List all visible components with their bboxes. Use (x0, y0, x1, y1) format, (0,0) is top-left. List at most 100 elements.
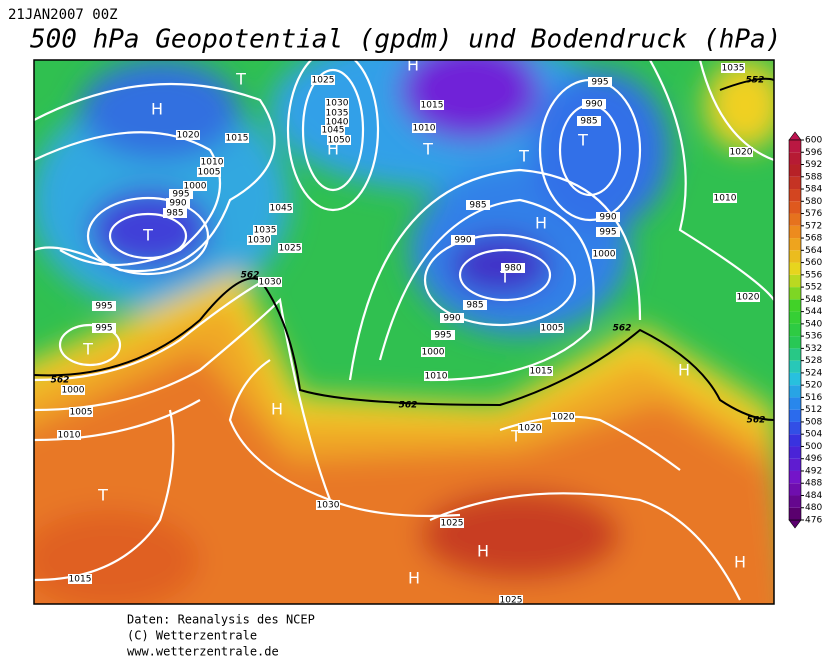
colorbar-label: 600 (805, 136, 822, 146)
colorbar-swatch (789, 189, 801, 202)
colorbar-label: 568 (805, 234, 822, 244)
colorbar-frame (788, 139, 802, 521)
colorbar-label: 484 (805, 491, 822, 501)
colorbar-swatch (789, 164, 801, 177)
pressure-center: H (151, 100, 163, 119)
colorbar-swatch (789, 213, 801, 226)
label-box (278, 243, 302, 253)
pressure-center: H (678, 361, 690, 380)
isobar-label: 1005 (198, 168, 221, 178)
pressure-center: H (327, 140, 339, 159)
pressure-center: H (734, 553, 746, 572)
colorbar-swatch (789, 299, 801, 312)
label-box (253, 225, 277, 235)
colorbar-label: 572 (805, 221, 822, 231)
isobar-label: 1040 (326, 118, 349, 128)
isobar-label: 1005 (70, 408, 93, 418)
pressure-center: T (510, 427, 521, 446)
isobar-label: 995 (599, 228, 616, 238)
isobar-label: 990 (443, 314, 460, 324)
label-box (68, 574, 92, 584)
label-box (325, 108, 349, 118)
colorbar-label: 500 (805, 442, 822, 452)
label-box (713, 193, 737, 203)
label-box (592, 249, 616, 259)
label-box (540, 323, 564, 333)
colorbar-label: 492 (805, 466, 822, 476)
colorbar-label: 496 (805, 454, 822, 464)
label-box (412, 123, 436, 133)
label-box (596, 212, 620, 222)
label-box (420, 100, 444, 110)
colorbar-label: 556 (805, 270, 822, 280)
colorbar-label: 592 (805, 160, 822, 170)
pressure-center: H (407, 56, 419, 75)
label-box (92, 323, 116, 333)
label-box (421, 347, 445, 357)
isobar-label: 1045 (322, 126, 345, 136)
isobar-label: 1035 (254, 226, 277, 236)
title: 500 hPa Geopotential (gpdm) und Bodendru… (30, 25, 781, 55)
pressure-center: T (235, 70, 246, 89)
label-box (316, 500, 340, 510)
colorbar-swatch (789, 421, 801, 435)
colorbar-label: 476 (805, 516, 822, 526)
label-box (258, 277, 282, 287)
contour-label: 562 (747, 416, 766, 426)
isobar-label: 1035 (326, 109, 349, 119)
isobar-label: 1000 (184, 182, 207, 192)
label-box (551, 412, 575, 422)
colorbar-cap (788, 131, 802, 141)
colorbar-swatch (789, 434, 801, 447)
colorbar-label: 596 (805, 148, 822, 158)
isobar-label: 1015 (226, 134, 249, 144)
label-box (518, 423, 542, 433)
colorbar-swatch (789, 372, 801, 386)
footer-line: (C) Wetterzentrale (127, 629, 257, 643)
colorbar-label: 560 (805, 258, 822, 268)
label-box (69, 407, 93, 417)
isobar-label: 1035 (722, 64, 745, 74)
isobar-label: 1015 (421, 101, 444, 111)
label-box (176, 130, 200, 140)
isobar-label: 1045 (270, 204, 293, 214)
colorbar-swatch (789, 397, 801, 410)
isobar-label: 995 (95, 302, 112, 312)
isobar-label: 1010 (58, 431, 81, 441)
contour-label: 562 (51, 376, 70, 386)
pressure-center: T (499, 268, 510, 287)
colorbar-swatch (789, 483, 801, 496)
colorbar-swatch (789, 385, 801, 398)
colorbar-label: 584 (805, 185, 822, 195)
label-box (424, 371, 448, 381)
colorbar-label: 548 (805, 295, 822, 305)
colorbar-swatch (789, 140, 801, 153)
colorbar-swatch (789, 409, 801, 422)
contour-label: 552 (746, 76, 765, 86)
date: 21JAN2007 00Z (8, 7, 118, 23)
colorbar-swatch (789, 348, 801, 361)
colorbar-swatch (789, 250, 801, 263)
label-box (225, 133, 249, 143)
colorbar-label: 580 (805, 197, 822, 207)
isobar-label: 980 (504, 264, 521, 274)
isobar-label: 985 (466, 301, 483, 311)
colorbar-label: 480 (805, 503, 822, 513)
label-box (327, 135, 351, 145)
colorbar-label: 564 (805, 246, 822, 256)
label-box (57, 430, 81, 440)
label-box (431, 330, 455, 340)
colorbar-swatch (789, 446, 801, 459)
isobar-label: 990 (169, 199, 186, 209)
isobar-label: 1000 (422, 348, 445, 358)
colorbar-label: 540 (805, 319, 822, 329)
colorbar-label: 520 (805, 381, 822, 391)
map: 1025103010351040104510501015101099599098… (34, 56, 774, 604)
isobar-label: 995 (95, 324, 112, 334)
isobar-label: 985 (166, 209, 183, 219)
isobar-label: 995 (172, 190, 189, 200)
label-box (588, 77, 612, 87)
label-box (92, 301, 116, 311)
pressure-center: H (408, 569, 420, 588)
colorbar-label: 524 (805, 368, 822, 378)
